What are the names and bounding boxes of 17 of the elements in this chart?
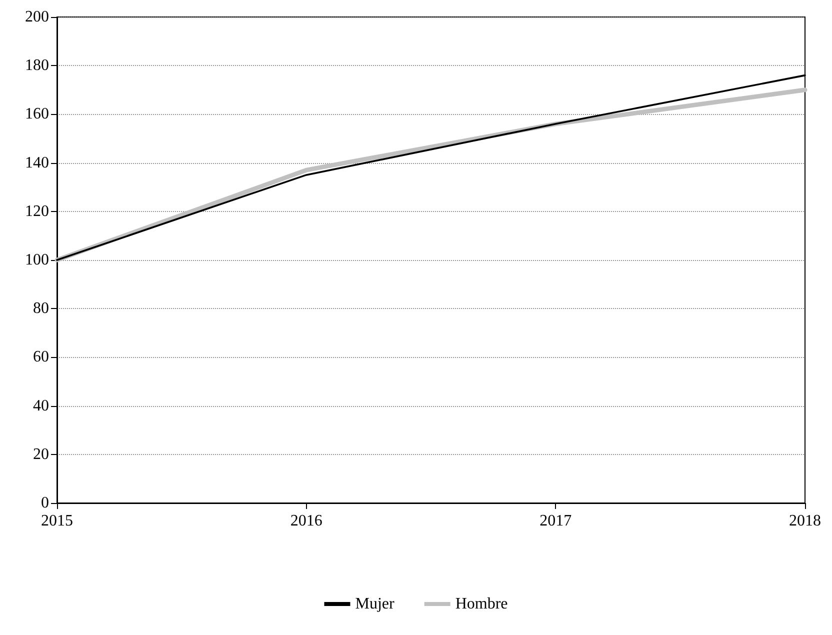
y-tick-label: 20 — [33, 446, 49, 463]
x-tick-label: 2016 — [290, 512, 322, 530]
y-tick-label: 200 — [25, 8, 49, 26]
x-tick-label: 2017 — [540, 512, 572, 530]
y-tick-label: 0 — [41, 494, 49, 512]
y-tick-label: 120 — [25, 202, 49, 220]
y-tick-label: 140 — [25, 154, 49, 172]
legend-label: Mujer — [355, 596, 396, 612]
y-tick-label: 160 — [25, 106, 49, 123]
y-tick-label: 60 — [33, 348, 49, 366]
x-tick-label: 2015 — [41, 512, 73, 530]
y-tick-label: 80 — [33, 300, 49, 318]
y-tick-label: 180 — [25, 57, 49, 74]
legend-label: Hombre — [455, 596, 508, 612]
x-tick-label: 2018 — [789, 512, 821, 530]
y-tick-label: 100 — [25, 252, 49, 268]
y-tick-label: 40 — [33, 397, 49, 414]
